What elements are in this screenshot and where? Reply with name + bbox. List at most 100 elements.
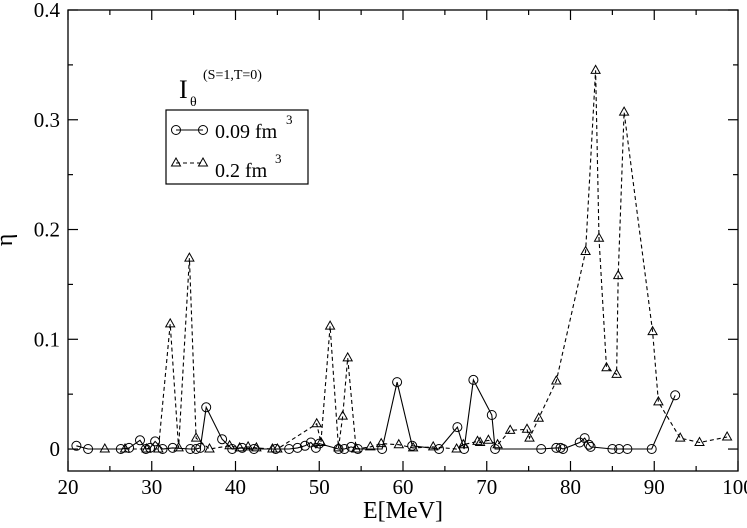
data-point [164, 317, 176, 328]
legend-sup-1: 3 [275, 151, 282, 166]
annotation: I θ (S=1,T=0) [179, 68, 262, 110]
data-point [195, 442, 206, 453]
y-tick-label: 0.2 [34, 218, 60, 242]
data-point [311, 417, 323, 428]
x-tick-label: 30 [141, 475, 162, 499]
data-point [468, 374, 479, 385]
data-point [551, 442, 562, 453]
data-point [580, 245, 591, 255]
data-point [694, 436, 705, 446]
data-point [242, 440, 254, 451]
x-tick-label: 100 [722, 475, 747, 499]
data-point [653, 395, 664, 406]
data-point [585, 441, 596, 452]
y-tick-label: 0.4 [34, 0, 61, 22]
data-point [558, 444, 568, 454]
data-point [305, 437, 316, 448]
data-point [173, 441, 184, 452]
data-point [339, 444, 350, 454]
data-point [71, 440, 82, 451]
data-point [167, 442, 178, 453]
data-point [618, 106, 630, 116]
data-point [83, 444, 94, 454]
x-tick-label: 80 [560, 475, 581, 499]
data-point [217, 434, 228, 445]
data-point [474, 436, 486, 446]
series-line [76, 378, 676, 450]
legend: 0.09 fm 3 0.2 fm 3 [165, 109, 309, 185]
data-point [375, 437, 387, 448]
annotation-sup: (S=1,T=0) [203, 68, 262, 83]
legend-label-0: 0.09 fm [215, 121, 278, 143]
legend-label-1: 0.2 fm [215, 160, 268, 182]
data-point [721, 430, 733, 441]
legend-marker-0a [171, 125, 181, 135]
data-point [457, 438, 469, 449]
data-point [407, 441, 419, 452]
legend-marker-0b [198, 125, 208, 135]
series-line [104, 70, 728, 450]
data-point [272, 442, 283, 453]
y-tick-label: 0 [50, 437, 61, 461]
data-point [99, 442, 111, 453]
y-axis-label: η [0, 234, 18, 247]
data-point [157, 444, 168, 454]
x-tick-label: 70 [476, 475, 497, 499]
data-point [607, 444, 618, 454]
data-point [524, 432, 535, 442]
data-point [550, 374, 562, 385]
legend-entry-0: 0.09 fm 3 [171, 112, 293, 143]
data-point [504, 424, 516, 434]
annotation-sub: θ [190, 95, 197, 110]
data-point [670, 390, 681, 401]
data-point [427, 440, 439, 451]
data-point [483, 434, 494, 444]
data-point [237, 442, 248, 453]
data-point [346, 441, 357, 452]
data-point [190, 432, 202, 442]
x-tick-label: 20 [58, 475, 79, 499]
data-point [337, 410, 349, 420]
x-axis-label: E[MeV] [363, 498, 443, 524]
data-point [333, 441, 344, 452]
data-point [647, 325, 658, 336]
series-1 [99, 64, 733, 453]
data-point [150, 436, 161, 447]
data-point [141, 442, 153, 453]
data-point [119, 442, 131, 453]
data-point [191, 444, 202, 454]
data-point [364, 440, 376, 451]
axis-ticks [67, 9, 739, 471]
data-point [612, 269, 624, 280]
data-point [324, 320, 336, 330]
data-point [248, 444, 259, 454]
data-point [622, 444, 633, 454]
data-point [115, 444, 126, 454]
data-point [674, 432, 686, 442]
y-tick-labels: 0 0.1 0.2 0.3 0.4 [34, 0, 61, 461]
legend-marker-1a [170, 156, 182, 167]
data-point [536, 444, 547, 454]
x-tick-label: 90 [644, 475, 665, 499]
data-point [204, 442, 215, 453]
data-point [593, 232, 605, 242]
data-point [201, 402, 212, 413]
series-group [71, 64, 733, 454]
legend-marker-1b [197, 156, 209, 167]
plot-frame [67, 9, 739, 472]
data-point [492, 438, 503, 449]
data-point [646, 444, 657, 454]
data-point [315, 436, 327, 446]
data-point [533, 412, 545, 422]
data-point [601, 361, 612, 372]
data-point [377, 444, 388, 454]
data-point [452, 422, 463, 433]
data-point [521, 423, 533, 433]
data-point [611, 368, 622, 378]
data-point [300, 440, 310, 451]
data-point [614, 444, 625, 454]
data-point [251, 441, 262, 452]
data-point [583, 439, 594, 450]
y-tick-label: 0.3 [34, 108, 60, 132]
